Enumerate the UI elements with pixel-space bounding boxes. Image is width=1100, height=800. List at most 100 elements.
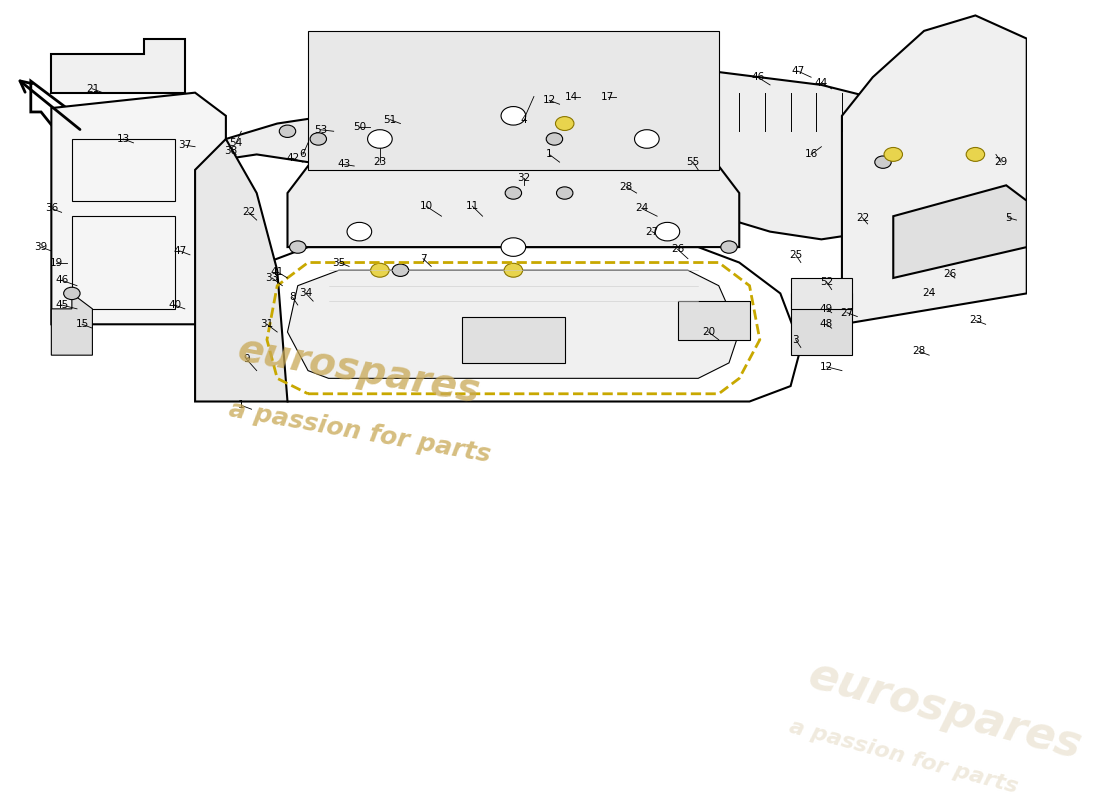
Text: 9: 9: [243, 354, 250, 364]
Bar: [72, 139, 175, 201]
Text: 40: 40: [168, 300, 182, 310]
Text: es: es: [890, 54, 996, 135]
Text: 32: 32: [517, 173, 530, 182]
Polygon shape: [893, 186, 1026, 278]
Text: 37: 37: [178, 140, 191, 150]
Circle shape: [64, 287, 80, 299]
Text: 25: 25: [789, 250, 802, 260]
Bar: [678, 301, 749, 340]
Polygon shape: [52, 38, 185, 93]
Circle shape: [635, 130, 659, 148]
Text: 52: 52: [820, 277, 833, 287]
Bar: [791, 294, 852, 355]
Text: 31: 31: [261, 319, 274, 330]
Text: 1: 1: [546, 150, 552, 159]
Circle shape: [279, 125, 296, 138]
Text: 46: 46: [55, 275, 68, 286]
Text: 26: 26: [943, 269, 956, 279]
Circle shape: [367, 130, 393, 148]
Text: 13: 13: [117, 134, 130, 144]
Circle shape: [346, 222, 372, 241]
Bar: [72, 216, 175, 309]
Polygon shape: [206, 93, 564, 186]
Circle shape: [505, 187, 521, 199]
Circle shape: [500, 106, 526, 125]
Circle shape: [884, 147, 902, 162]
Text: 45: 45: [55, 300, 68, 310]
Text: 34: 34: [299, 289, 312, 298]
Text: 26: 26: [671, 244, 684, 254]
Polygon shape: [52, 93, 226, 324]
Circle shape: [371, 263, 389, 277]
Text: 14: 14: [565, 91, 579, 102]
Text: 35: 35: [332, 258, 345, 267]
Text: 11: 11: [465, 201, 478, 211]
Text: 10: 10: [419, 201, 432, 211]
Text: 28: 28: [912, 346, 925, 356]
Circle shape: [504, 263, 522, 277]
Text: 49: 49: [820, 304, 833, 314]
Text: a passion for parts: a passion for parts: [227, 398, 492, 467]
Circle shape: [556, 117, 574, 130]
Text: 20: 20: [702, 327, 715, 337]
Text: a passion for parts: a passion for parts: [786, 717, 1020, 797]
Text: 47: 47: [791, 66, 804, 76]
Text: 39: 39: [34, 242, 47, 252]
Circle shape: [966, 147, 984, 162]
Polygon shape: [842, 15, 1026, 324]
Circle shape: [310, 133, 327, 145]
Text: 36: 36: [45, 203, 58, 214]
Text: 17: 17: [602, 91, 615, 102]
Text: 21: 21: [86, 84, 99, 94]
Text: 15: 15: [76, 319, 89, 330]
Polygon shape: [52, 294, 92, 355]
Circle shape: [547, 133, 563, 145]
Polygon shape: [287, 270, 739, 378]
Text: 6: 6: [299, 150, 306, 159]
Text: 50: 50: [353, 122, 366, 132]
Text: 4: 4: [520, 114, 527, 125]
Text: 41: 41: [271, 266, 284, 277]
Text: 16: 16: [804, 150, 817, 159]
Text: 19: 19: [50, 258, 63, 267]
Text: 27: 27: [646, 226, 659, 237]
Circle shape: [656, 222, 680, 241]
Text: 28: 28: [619, 182, 632, 192]
Bar: [308, 31, 718, 170]
Bar: [791, 278, 852, 309]
Circle shape: [557, 187, 573, 199]
Text: 22: 22: [242, 207, 255, 218]
Text: 33: 33: [265, 273, 278, 283]
Polygon shape: [195, 139, 287, 402]
Text: 8: 8: [289, 292, 296, 302]
Text: 55: 55: [686, 157, 700, 167]
Polygon shape: [564, 70, 1007, 239]
Text: 53: 53: [314, 125, 327, 134]
Text: 1: 1: [238, 400, 244, 410]
Text: 3: 3: [792, 334, 799, 345]
Text: 24: 24: [635, 203, 648, 214]
Text: 47: 47: [173, 246, 186, 256]
Text: 12: 12: [542, 95, 556, 106]
Circle shape: [874, 156, 891, 168]
Text: 22: 22: [856, 213, 869, 222]
Text: 5: 5: [1005, 213, 1012, 222]
Text: 46: 46: [751, 72, 764, 82]
Text: 23: 23: [373, 157, 386, 167]
Text: 51: 51: [384, 114, 397, 125]
Text: 42: 42: [286, 154, 299, 163]
Text: 43: 43: [338, 159, 351, 170]
Polygon shape: [287, 93, 739, 247]
Text: 23: 23: [969, 315, 982, 326]
Text: 48: 48: [820, 319, 833, 330]
Text: 24: 24: [923, 289, 936, 298]
Text: 54: 54: [230, 138, 243, 148]
Circle shape: [393, 264, 408, 277]
Text: 38: 38: [224, 146, 238, 155]
Circle shape: [720, 241, 737, 254]
Text: eurospares: eurospares: [235, 330, 484, 410]
Circle shape: [289, 241, 306, 254]
Circle shape: [967, 148, 983, 161]
Text: 44: 44: [815, 78, 828, 88]
Text: 29: 29: [994, 157, 1008, 167]
